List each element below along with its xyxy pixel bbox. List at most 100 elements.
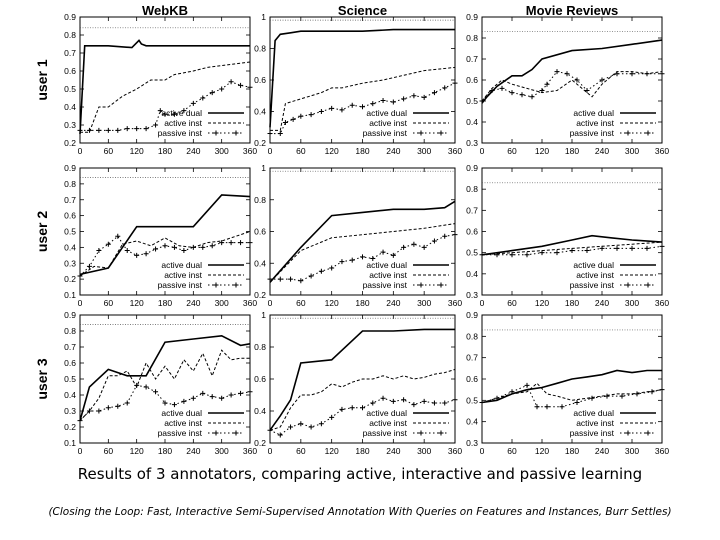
- y-tick-label: 0.8: [254, 195, 266, 205]
- data-point-plus-marker: [401, 397, 407, 403]
- x-tick-label: 180: [565, 298, 579, 308]
- x-tick-label: 180: [158, 446, 172, 456]
- legend-label-active-dual: active dual: [161, 108, 202, 118]
- legend-plus-marker: [418, 430, 424, 436]
- y-tick-label: 0.6: [64, 211, 76, 221]
- data-point-plus-marker: [360, 405, 365, 411]
- legend-label-passive-inst: passive inst: [570, 428, 615, 438]
- data-point-plus-marker: [554, 69, 560, 75]
- data-point-plus-marker: [370, 400, 376, 406]
- legend-plus-marker: [233, 282, 239, 288]
- x-tick-label: 120: [325, 446, 339, 456]
- data-point-plus-marker: [115, 403, 121, 409]
- x-tick-label: 300: [625, 446, 639, 456]
- panel-movie-reviews-user-1: 0.3 0.4 0.5 0.6 0.7 0.8 0.9 0 60 120 180 240 300 360 a…: [466, 12, 669, 156]
- data-point-plus-marker: [143, 251, 149, 257]
- data-point-plus-marker: [442, 233, 448, 239]
- data-point-plus-marker: [584, 88, 590, 93]
- legend-label-active-inst: active inst: [164, 418, 202, 428]
- legend-label-passive-inst: passive inst: [363, 128, 408, 138]
- y-tick-label: 0.2: [254, 438, 266, 448]
- x-tick-label: 60: [296, 446, 306, 456]
- data-point-plus-marker: [277, 276, 283, 282]
- panel-webkb-user-3: 0.1 0.2 0.3 0.4 0.5 0.6 0.7 0.8 0.9 0 60 120 180 240 3…: [64, 310, 257, 456]
- data-point-plus-marker: [390, 252, 396, 258]
- x-tick-label: 0: [268, 146, 273, 156]
- data-point-plus-marker: [524, 252, 530, 258]
- data-point-plus-marker: [190, 100, 196, 106]
- x-tick-label: 60: [104, 146, 114, 156]
- data-point-plus-marker: [479, 399, 485, 405]
- data-point-plus-marker: [619, 393, 625, 399]
- panel-science-user-2: 0.2 0.4 0.6 0.8 1 0 60 120 180 240 300 360 active du…: [254, 163, 462, 308]
- y-tick-label: 0.1: [64, 438, 76, 448]
- data-point-plus-marker: [629, 71, 635, 77]
- legend-label-active-dual: active dual: [573, 260, 614, 270]
- data-point-plus-marker: [574, 399, 580, 405]
- data-point-plus-marker: [153, 122, 159, 128]
- data-point-plus-marker: [105, 127, 111, 133]
- data-point-plus-marker: [162, 243, 168, 249]
- data-point-plus-marker: [329, 414, 335, 420]
- legend-label-active-inst: active inst: [164, 118, 202, 128]
- y-tick-label: 0.2: [64, 274, 76, 284]
- legend-plus-marker: [233, 130, 239, 136]
- data-point-plus-marker: [96, 408, 102, 414]
- data-point-plus-marker: [162, 400, 168, 406]
- x-tick-label: 360: [655, 146, 669, 156]
- x-tick-label: 120: [535, 446, 549, 456]
- data-point-plus-marker: [124, 126, 130, 132]
- plot-frame: [269, 167, 456, 296]
- series-line-active-dual: [79, 39, 250, 135]
- data-point-plus-marker: [421, 244, 427, 250]
- legend-label-active-dual: active dual: [366, 408, 407, 418]
- y-tick-label: 0.6: [466, 227, 478, 237]
- x-tick-label: 300: [215, 446, 229, 456]
- figure-caption: Results of 3 annotators, comparing activ…: [77, 465, 643, 483]
- data-point-plus-marker: [238, 82, 244, 88]
- data-point-plus-marker: [329, 265, 335, 271]
- x-tick-label: 60: [104, 298, 114, 308]
- data-point-plus-marker: [238, 390, 244, 396]
- y-tick-label: 0.7: [466, 353, 478, 363]
- x-tick-label: 0: [268, 446, 273, 456]
- legend-label-active-inst: active inst: [576, 118, 614, 128]
- panel-webkb-user-2: 0.1 0.2 0.3 0.4 0.5 0.6 0.7 0.8 0.9 0 60 120 180 240 3…: [64, 163, 257, 308]
- legend-label-active-inst: active inst: [369, 270, 407, 280]
- data-point-plus-marker: [431, 90, 437, 96]
- data-point-plus-marker: [228, 392, 234, 398]
- plot-frame: [269, 16, 456, 144]
- legend-plus-marker: [418, 282, 424, 288]
- legend-label-active-dual: active dual: [161, 408, 202, 418]
- data-point-plus-marker: [544, 404, 550, 410]
- x-tick-label: 180: [355, 146, 369, 156]
- data-point-plus-marker: [370, 101, 376, 107]
- legend-label-passive-inst: passive inst: [158, 128, 203, 138]
- y-tick-label: 0.9: [64, 163, 76, 173]
- x-tick-label: 360: [655, 446, 669, 456]
- data-point-plus-marker: [86, 408, 92, 414]
- column-title-science: Science: [338, 3, 387, 18]
- y-tick-label: 0.7: [466, 54, 478, 64]
- x-tick-label: 120: [130, 446, 144, 456]
- panel-science-user-1: 0.2 0.4 0.6 0.8 1 0 60 120 180 240 300 360 active du…: [254, 12, 462, 156]
- x-tick-label: 0: [480, 446, 485, 456]
- data-point-plus-marker: [298, 113, 304, 119]
- y-tick-label: 0.7: [64, 195, 76, 205]
- data-point-plus-marker: [247, 389, 253, 395]
- legend-plus-marker: [625, 430, 631, 436]
- y-tick-label: 0.8: [64, 30, 76, 40]
- legend-plus-marker: [233, 430, 239, 436]
- series-line-active-dual: [481, 369, 662, 404]
- data-point-plus-marker: [115, 127, 121, 133]
- x-tick-label: 0: [78, 146, 83, 156]
- y-tick-label: 0.6: [466, 374, 478, 384]
- data-point-plus-marker: [569, 248, 575, 254]
- y-tick-label: 0.8: [466, 33, 478, 43]
- x-tick-label: 180: [158, 298, 172, 308]
- data-point-plus-marker: [96, 127, 102, 133]
- data-point-plus-marker: [509, 252, 515, 258]
- data-point-plus-marker: [298, 278, 304, 284]
- series-line-passive-inst: [481, 71, 662, 102]
- x-tick-label: 0: [480, 298, 485, 308]
